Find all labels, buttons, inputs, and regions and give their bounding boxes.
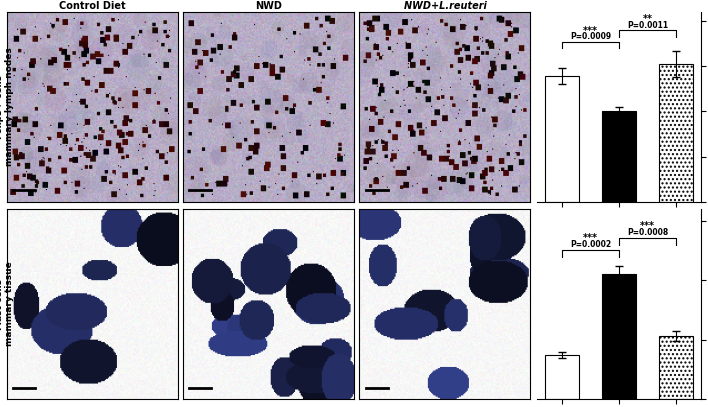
Bar bbox=[544, 355, 579, 399]
Title: NWD+​L.reuteri: NWD+​L.reuteri bbox=[404, 2, 486, 11]
Text: P=0.0008: P=0.0008 bbox=[627, 228, 668, 237]
Text: **: ** bbox=[643, 14, 653, 24]
Text: P=0.0002: P=0.0002 bbox=[570, 240, 611, 249]
Text: ***: *** bbox=[583, 233, 598, 243]
Y-axis label: Mast cells
mammary tissue: Mast cells mammary tissue bbox=[0, 262, 14, 346]
Bar bbox=[544, 76, 579, 202]
Text: P=0.0011: P=0.0011 bbox=[627, 21, 668, 30]
Bar bbox=[659, 64, 693, 202]
Y-axis label: Foxp3+ cells
mammary lymph nodes: Foxp3+ cells mammary lymph nodes bbox=[0, 48, 14, 166]
Title: NWD: NWD bbox=[256, 2, 282, 11]
Text: L. reuteri: L. reuteri bbox=[653, 236, 700, 245]
Bar bbox=[602, 274, 636, 399]
Text: NWD +: NWD + bbox=[660, 225, 692, 234]
Text: ***: *** bbox=[640, 221, 655, 231]
Title: Control Diet: Control Diet bbox=[59, 2, 126, 11]
Text: P=0.0009: P=0.0009 bbox=[570, 32, 611, 41]
Text: ***: *** bbox=[583, 26, 598, 36]
Bar bbox=[659, 336, 693, 399]
Bar bbox=[602, 111, 636, 202]
